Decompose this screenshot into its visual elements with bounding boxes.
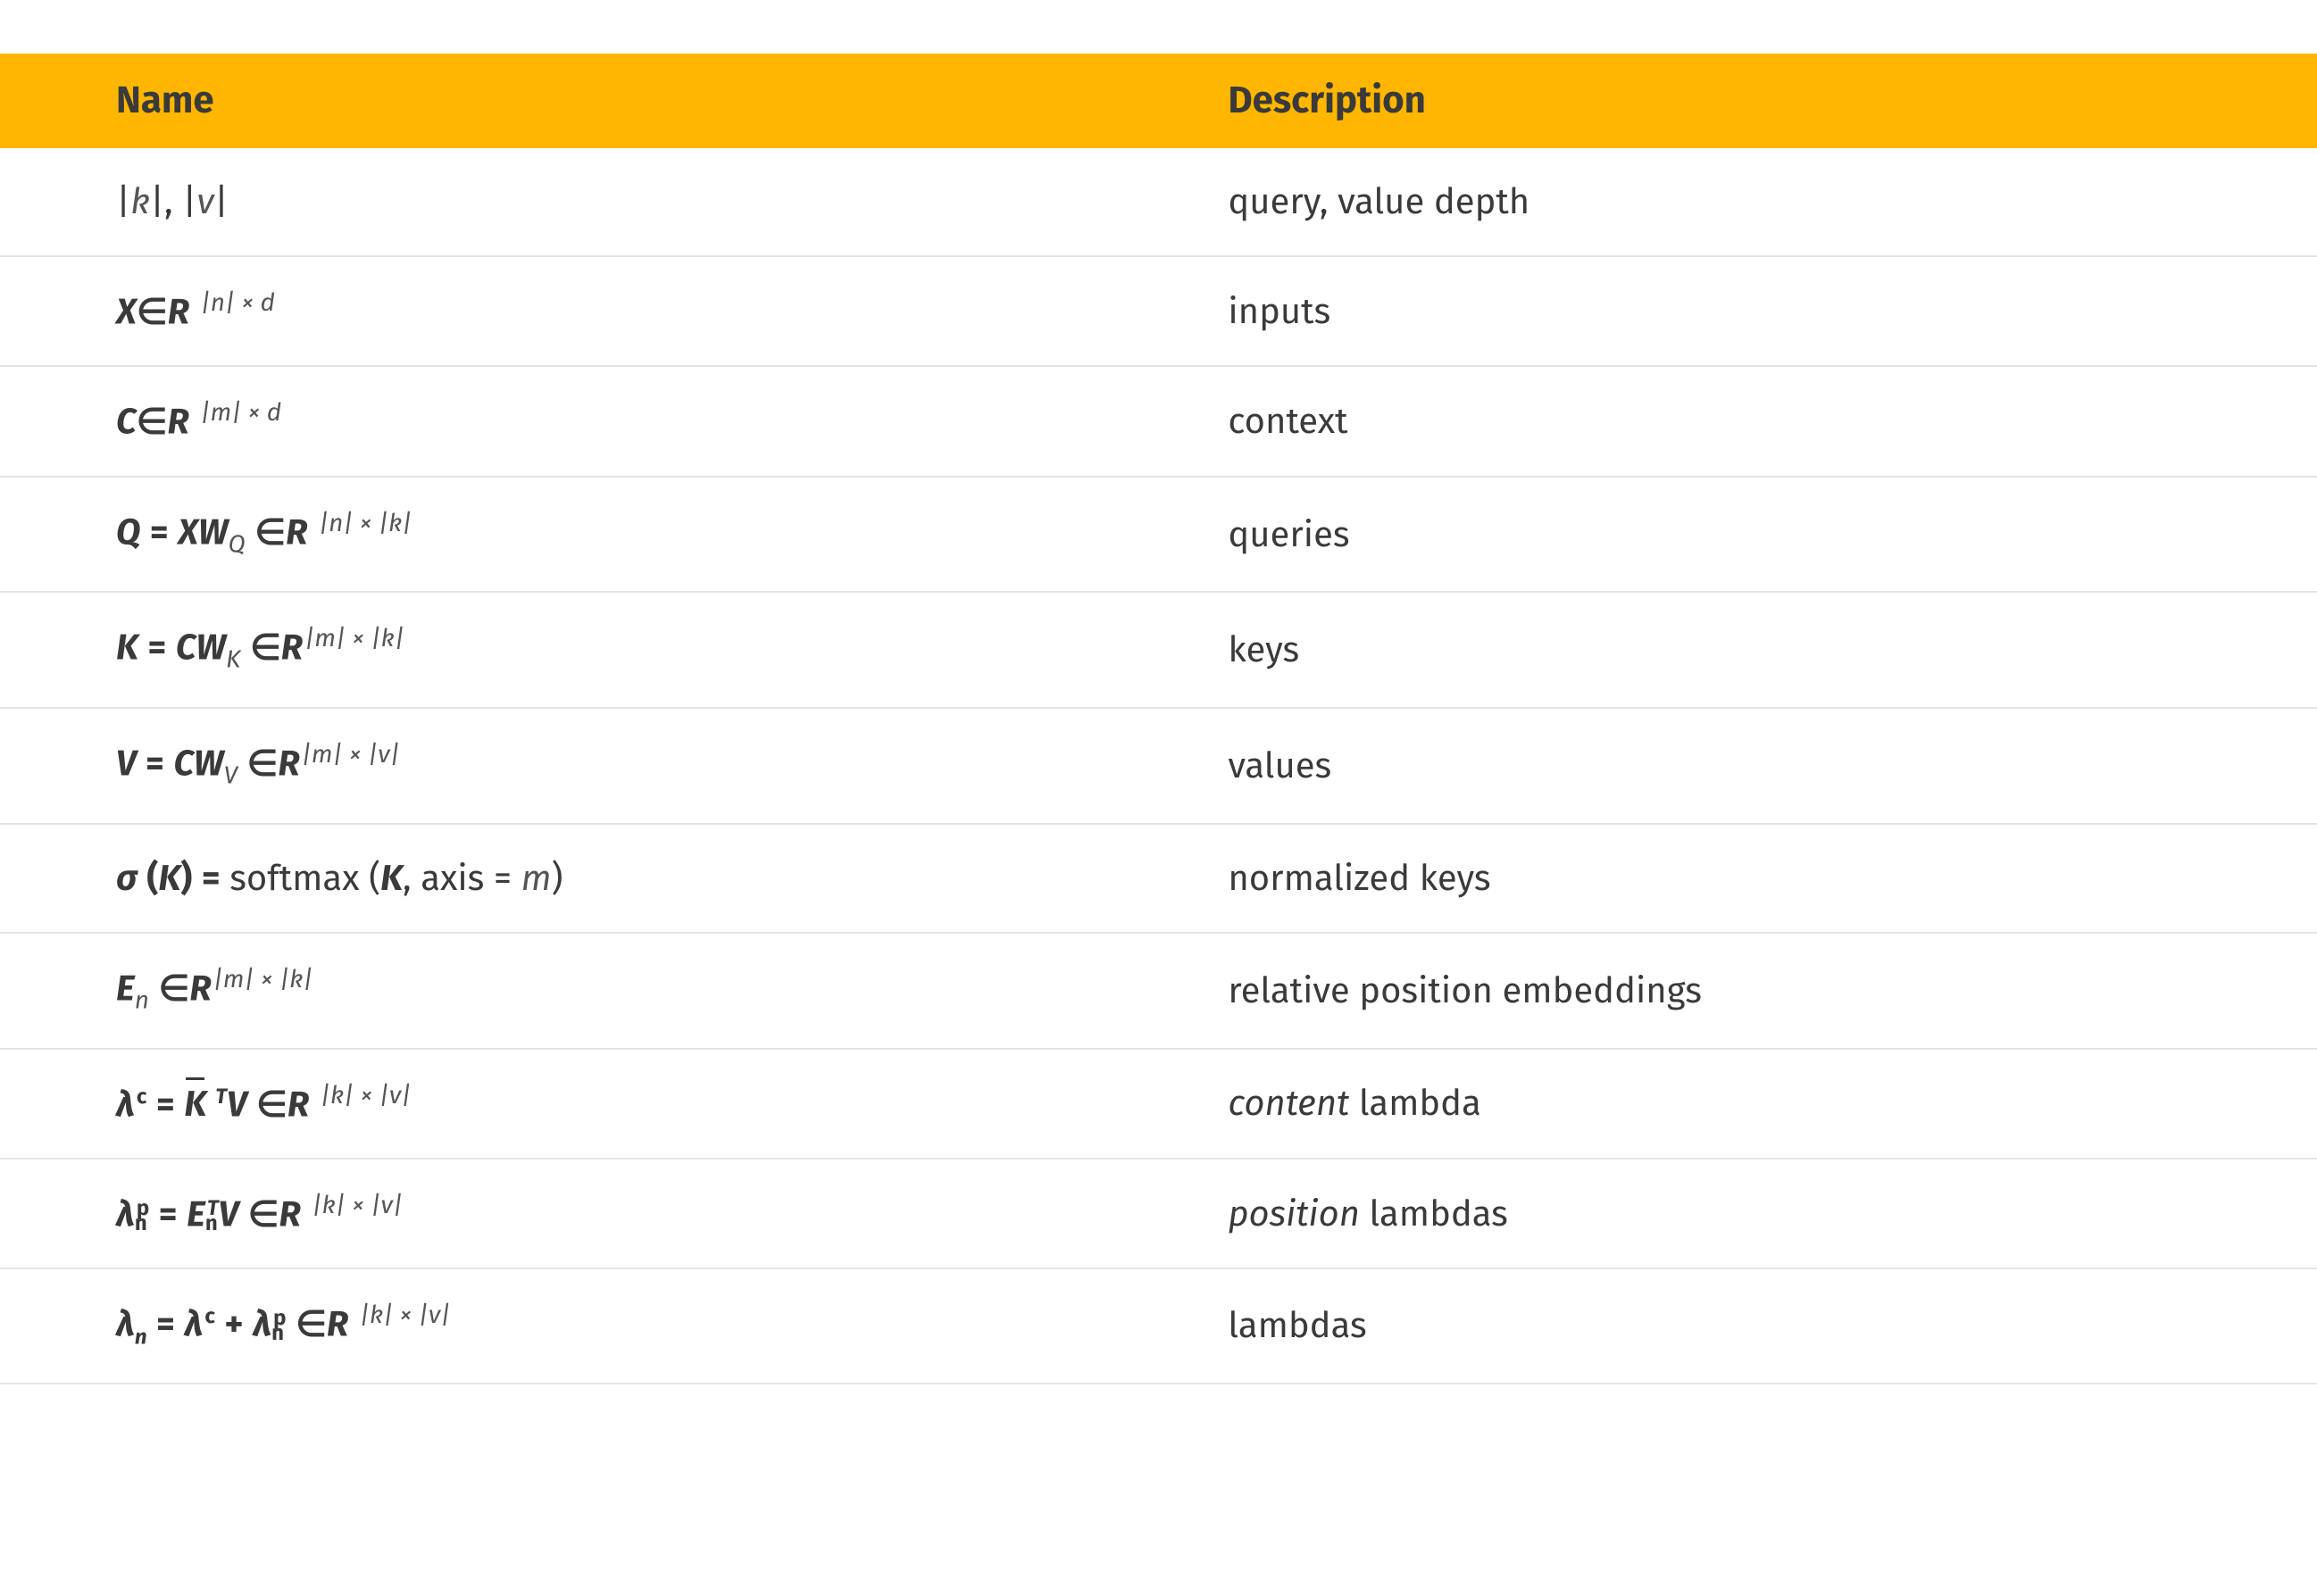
cell-name: C∈R |m| × d [0,366,1228,476]
cell-description: normalized keys [1228,824,2317,933]
table-row: λpn = ETnV ∈R |k| × |v| position lambdas [0,1159,2317,1268]
cell-description: relative position embeddings [1228,933,2317,1049]
table-row: K = CWK ∈R|m| × |k| keys [0,592,2317,708]
table-row: Q = XWQ ∈R |n| × |k| queries [0,477,2317,593]
cell-description: queries [1228,477,2317,593]
table-row: C∈R |m| × d context [0,366,2317,476]
cell-description: content lambda [1228,1049,2317,1159]
cell-name: Q = XWQ ∈R |n| × |k| [0,477,1228,593]
cell-description: lambdas [1228,1268,2317,1384]
table-row: |k|, |v| query, value depth [0,148,2317,256]
cell-name: σ (K) = softmax (K, axis = m) [0,824,1228,933]
cell-name: |k|, |v| [0,148,1228,256]
cell-name: λn = λc + λpn ∈R |k| × |v| [0,1268,1228,1384]
table-row: σ (K) = softmax (K, axis = m) normalized… [0,824,2317,933]
page-container: Name Description |k|, |v| query, value d… [0,0,2317,1596]
cell-description: context [1228,366,2317,476]
notation-table: Name Description |k|, |v| query, value d… [0,54,2317,1384]
table-row: X∈R |n| × d inputs [0,256,2317,366]
header-row: Name Description [0,54,2317,148]
cell-name: λc = K TV ∈R |k| × |v| [0,1049,1228,1159]
header-name: Name [0,54,1228,148]
cell-description: query, value depth [1228,148,2317,256]
cell-name: V = CWV ∈R|m| × |v| [0,708,1228,824]
cell-description: position lambdas [1228,1159,2317,1268]
cell-name: X∈R |n| × d [0,256,1228,366]
cell-name: En ∈R|m| × |k| [0,933,1228,1049]
cell-description: values [1228,708,2317,824]
cell-name: K = CWK ∈R|m| × |k| [0,592,1228,708]
table-row: λc = K TV ∈R |k| × |v| content lambda [0,1049,2317,1159]
cell-name: λpn = ETnV ∈R |k| × |v| [0,1159,1228,1268]
table-row: En ∈R|m| × |k| relative position embeddi… [0,933,2317,1049]
cell-description: inputs [1228,256,2317,366]
cell-description: keys [1228,592,2317,708]
table-body: |k|, |v| query, value depth X∈R |n| × d … [0,148,2317,1384]
header-description: Description [1228,54,2317,148]
table-row: λn = λc + λpn ∈R |k| × |v| lambdas [0,1268,2317,1384]
table-header: Name Description [0,54,2317,148]
table-row: V = CWV ∈R|m| × |v| values [0,708,2317,824]
